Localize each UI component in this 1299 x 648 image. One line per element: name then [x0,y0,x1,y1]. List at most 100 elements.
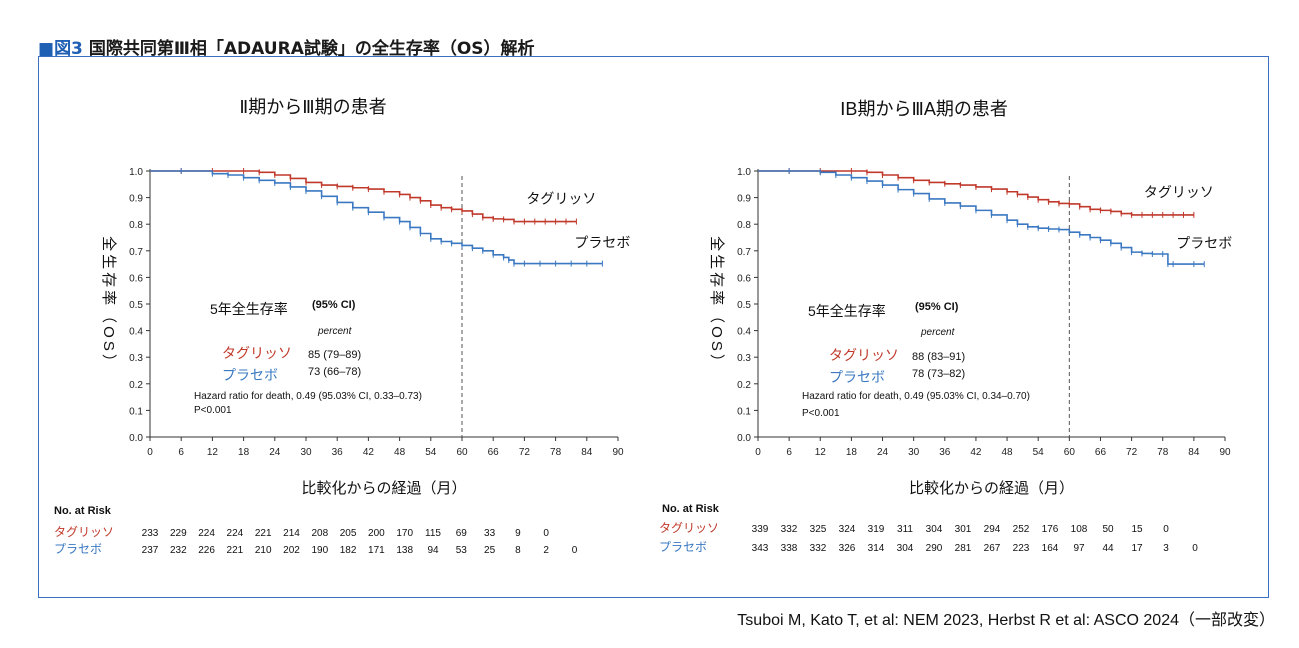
chart1-y-tick-label: 0.9 [129,194,143,205]
chart2-y-tick-label: 0.9 [737,194,751,205]
chart2-at-risk-value: 223 [1013,543,1030,554]
chart1-at-risk-value: 200 [368,528,385,539]
chart1-x-tick-label: 24 [269,447,281,458]
chart2-y-tick-label: 0.8 [737,220,751,231]
chart1-at-risk-value: 224 [227,528,244,539]
chart1-stats-unit: percent [317,326,353,337]
chart2-at-risk-value: 50 [1102,524,1114,535]
chart2-x-tick-label: 36 [939,447,951,458]
chart2-at-risk-value: 294 [984,524,1001,535]
chart1-x-tick-label: 0 [147,447,153,458]
chart1-y-tick-label: 0.8 [129,220,143,231]
chart2-p-value: P<0.001 [802,408,840,419]
chart2-at-risk-value: 0 [1192,543,1198,554]
chart2-at-risk-value: 290 [926,543,943,554]
chart1-at-risk-value: 233 [142,528,159,539]
chart1-at-risk-value: 221 [227,545,244,556]
chart2-y-tick-label: 0.0 [737,433,751,444]
chart1-x-tick-label: 48 [394,447,406,458]
chart2-y-tick-label: 0.4 [737,327,751,338]
chart2-stats-ci-label: (95% CI) [915,301,959,313]
chart2-at-risk-value: 301 [955,524,972,535]
chart2-at-risk-value: 44 [1102,543,1114,554]
chart2-at-risk-value: 314 [868,543,885,554]
chart2-at-risk-value: 311 [897,524,913,535]
chart1-y-tick-label: 0.1 [129,406,143,417]
chart1-at-risk-value: 25 [484,545,496,556]
chart2-at-risk-value: 281 [955,543,972,554]
chart1-at-risk-value: 232 [170,545,187,556]
chart2-y-axis-label: 全生存率（OS） [708,236,726,372]
chart1-x-tick-label: 36 [332,447,344,458]
chart2-y-tick-label: 0.2 [737,380,751,391]
chart2-x-tick-label: 24 [877,447,889,458]
chart1-at-risk-label: タグリッソ [54,525,114,539]
chart2-hazard-ratio: Hazard ratio for death, 0.49 (95.03% CI,… [802,391,1030,402]
chart2-y-tick-label: 1.0 [737,167,751,178]
chart1-at-risk-value: 138 [396,545,413,556]
chart2-at-risk-value: 332 [781,524,798,535]
chart1-at-risk-value: 53 [456,545,468,556]
chart2-at-risk-value: 326 [839,543,856,554]
figure-frame [38,56,1269,598]
chart1-stats-row-label: プラセボ [222,367,278,383]
chart1-at-risk-value: 171 [368,545,385,556]
chart1-x-axis-label: 比較化からの経過（月） [301,479,466,497]
chart1-at-risk-value: 208 [311,528,328,539]
chart1-stats-row-label: タグリッソ [222,345,292,361]
chart1-y-tick-label: 0.4 [129,327,143,338]
chart2-at-risk-value: 339 [752,524,769,535]
chart2-x-axis-label: 比較化からの経過（月） [909,479,1074,497]
chart2-stats-row-label: タグリッソ [829,347,899,363]
chart2-at-risk-value: 304 [926,524,943,535]
chart2-x-tick-label: 0 [755,447,761,458]
chart1-at-risk-value: 2 [543,545,549,556]
chart1-at-risk-value: 205 [340,528,357,539]
chart1-at-risk-value: 182 [340,545,357,556]
chart2-x-tick-label: 60 [1064,447,1076,458]
chart2-y-tick-label: 0.3 [737,353,751,364]
chart2-at-risk-value: 304 [897,543,914,554]
chart2-at-risk-value: 325 [810,524,827,535]
chart1-at-risk-heading: No. at Risk [54,505,112,517]
chart2-at-risk-value: 252 [1013,524,1030,535]
chart2-x-tick-label: 18 [846,447,858,458]
chart2-at-risk-value: 319 [868,524,885,535]
chart1-title: Ⅱ期からⅢ期の患者 [239,97,386,117]
citation: Tsuboi M, Kato T, et al: NEM 2023, Herbs… [737,612,1275,629]
chart1-at-risk-label: プラセボ [54,542,102,556]
chart2-x-tick-label: 72 [1126,447,1138,458]
chart2-series-label: タグリッソ [1144,184,1214,200]
chart1-series-line [150,170,603,265]
chart2-at-risk-value: 97 [1073,543,1085,554]
chart1-at-risk-value: 190 [311,545,328,556]
chart1-at-risk-value: 69 [456,528,468,539]
chart1-x-tick-label: 12 [207,447,219,458]
chart1-stats-heading: 5年全生存率 [210,301,288,317]
chart2-series-label: プラセボ [1176,235,1232,251]
chart2-at-risk-heading: No. at Risk [662,503,720,515]
chart2-at-risk-value: 3 [1163,543,1169,554]
chart1-x-tick-label: 78 [550,447,562,458]
chart2-x-tick-label: 84 [1188,447,1200,458]
chart1-x-tick-label: 60 [456,447,468,458]
chart1-x-tick-label: 18 [238,447,250,458]
chart1-y-tick-label: 0.6 [129,273,143,284]
chart2-x-tick-label: 42 [970,447,982,458]
chart2-at-risk-value: 338 [781,543,798,554]
chart2-stats-row-label: プラセボ [829,369,885,385]
chart2-at-risk-value: 164 [1042,543,1059,554]
chart1-x-tick-label: 42 [363,447,375,458]
chart2-x-tick-label: 48 [1002,447,1014,458]
chart1-at-risk-value: 221 [255,528,272,539]
chart1-at-risk-value: 229 [170,528,187,539]
chart2-at-risk-value: 267 [984,543,1001,554]
chart1-at-risk-value: 210 [255,545,272,556]
chart1-at-risk-value: 214 [283,528,300,539]
chart2-at-risk-label: プラセボ [659,540,707,554]
chart2-x-tick-label: 12 [815,447,827,458]
chart2-stats-row-value: 78 (73–82) [912,368,965,380]
chart1-x-tick-label: 6 [178,447,184,458]
chart1-y-tick-label: 1.0 [129,167,143,178]
